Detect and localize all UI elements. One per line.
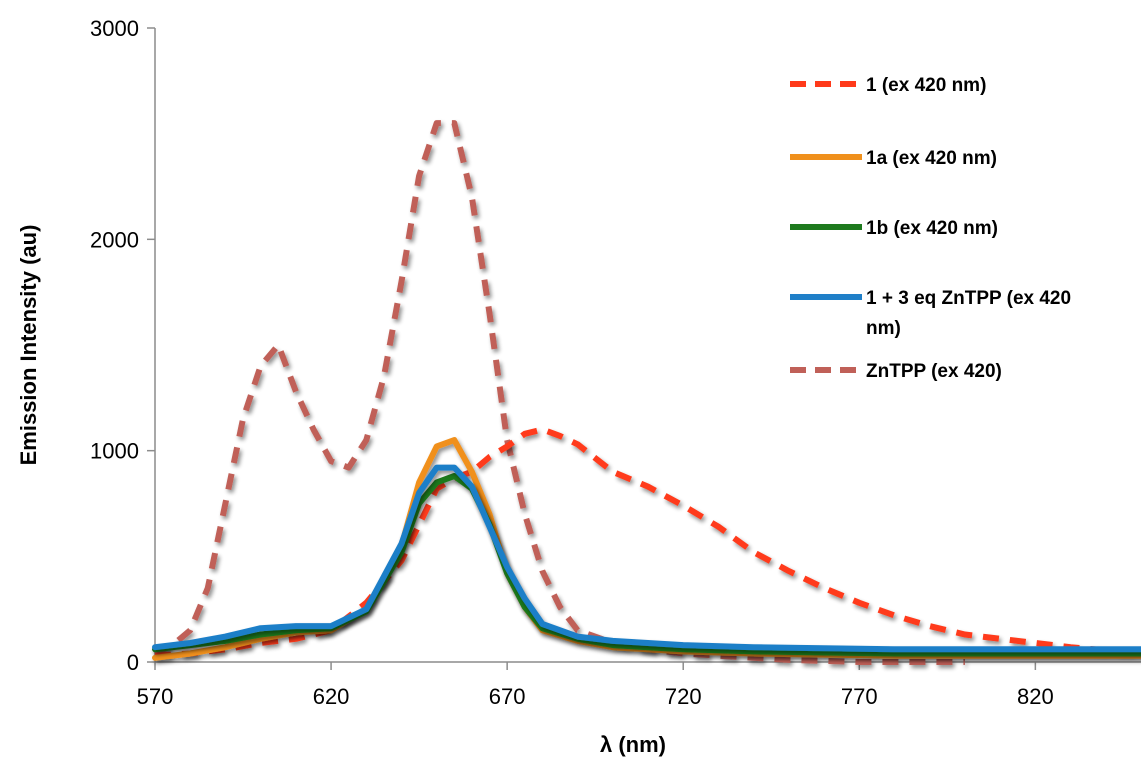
x-tick-label: 620: [313, 684, 350, 709]
x-axis-label: λ (nm): [600, 732, 666, 757]
x-tick-label: 670: [489, 684, 526, 709]
axes: 0 1000 2000 3000 570 620 670 720 770 820: [90, 16, 1141, 709]
series-line-0: [154, 426, 1141, 659]
legend-label-0: 1 (ex 420 nm): [866, 75, 986, 96]
series-layer: [152, 120, 1141, 665]
x-tick-label: 770: [841, 684, 878, 709]
y-tick-label: 3000: [90, 16, 139, 41]
series-line-4: [153, 120, 965, 665]
legend-label-4: ZnTPP (ex 420): [866, 361, 1002, 382]
x-tick-label: 570: [137, 684, 174, 709]
x-tick-label: 820: [1017, 684, 1054, 709]
legend-label-2: 1b (ex 420 nm): [866, 218, 998, 239]
y-tick-label: 1000: [90, 439, 139, 464]
legend-label-3: 1 + 3 eq ZnTPP (ex 420 nm): [866, 288, 1071, 339]
y-tick-label: 2000: [90, 227, 139, 252]
y-tick-label: 0: [127, 650, 139, 675]
series-line-3: [152, 464, 1141, 653]
legend: 1 (ex 420 nm) 1a (ex 420 nm) 1b (ex 420 nm…: [790, 75, 1071, 382]
x-tick-label: 720: [665, 684, 702, 709]
legend-label-1: 1a (ex 420 nm): [866, 148, 997, 169]
y-axis-label: Emission Intensity (au): [16, 225, 41, 466]
